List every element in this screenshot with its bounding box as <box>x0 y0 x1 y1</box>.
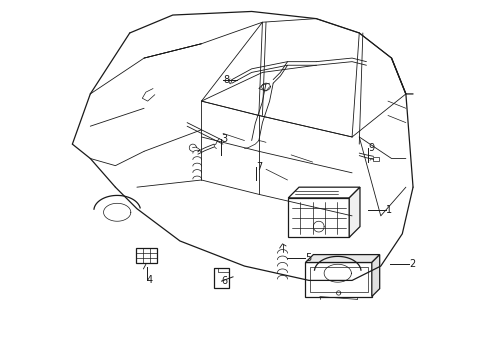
Polygon shape <box>305 262 371 297</box>
Bar <box>214 268 228 288</box>
Text: 7: 7 <box>255 162 262 172</box>
Polygon shape <box>287 198 348 237</box>
Text: 6: 6 <box>221 276 227 286</box>
Bar <box>136 248 156 263</box>
Text: 1: 1 <box>386 206 391 216</box>
Bar <box>309 267 367 292</box>
Polygon shape <box>348 187 359 237</box>
Polygon shape <box>305 255 379 262</box>
Polygon shape <box>371 255 379 297</box>
Text: 2: 2 <box>408 259 415 269</box>
Bar <box>372 157 378 161</box>
Text: 4: 4 <box>147 275 153 285</box>
Text: 8: 8 <box>223 75 229 85</box>
Text: 9: 9 <box>367 143 374 153</box>
Text: 5: 5 <box>305 253 311 263</box>
Text: 3: 3 <box>221 134 227 144</box>
